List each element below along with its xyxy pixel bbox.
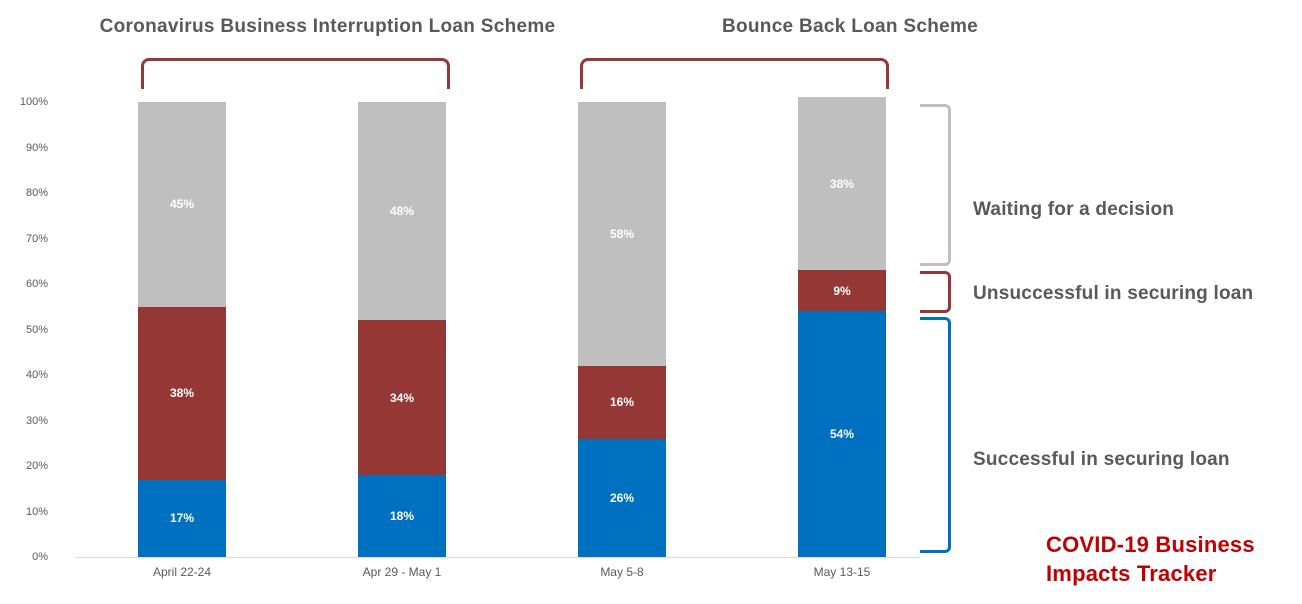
y-tick-label: 60% <box>25 278 48 290</box>
bbls-group-brace <box>580 58 889 89</box>
covid-tracker-caption: COVID-19 Business Impacts Tracker <box>1046 532 1255 586</box>
y-tick-label: 30% <box>25 414 48 427</box>
y-tick-label: 20% <box>25 460 48 472</box>
segment-successful: 17% <box>138 479 226 557</box>
segment-unsuccessful: 34% <box>358 320 446 476</box>
segment-value-label: 38% <box>829 176 855 191</box>
category-label: May 13-15 <box>813 565 871 579</box>
segment-unsuccessful: 9% <box>798 270 886 312</box>
y-tick-label: 100% <box>19 96 48 108</box>
category-label: May 5-8 <box>600 565 644 579</box>
successful-label: Successful in securing loan <box>973 449 1230 470</box>
y-tick-label: 0% <box>32 551 48 563</box>
y-tick-label: 40% <box>25 369 48 381</box>
segment-value-label: 17% <box>169 511 195 526</box>
segment-value-label: 58% <box>609 226 635 241</box>
segment-value-label: 54% <box>829 427 855 442</box>
segment-value-label: 48% <box>389 204 415 219</box>
segment-value-label: 26% <box>609 490 635 505</box>
waiting-bracket <box>920 104 951 266</box>
segment-waiting: 58% <box>578 102 666 366</box>
bar-may-5-8: 26% 16% 58% <box>578 102 666 557</box>
y-tick-label: 70% <box>25 232 48 245</box>
segment-waiting: 48% <box>358 102 446 321</box>
segment-value-label: 38% <box>169 386 195 401</box>
x-axis-line <box>75 557 920 558</box>
successful-bracket <box>920 317 951 553</box>
segment-value-label: 18% <box>389 509 415 524</box>
bar-may-13-15: 54% 9% 38% <box>798 97 886 557</box>
cbils-group-brace <box>141 58 450 89</box>
segment-value-label: 9% <box>833 283 851 298</box>
segment-value-label: 34% <box>389 390 415 405</box>
unsuccessful-bracket <box>920 271 951 313</box>
y-tick-label: 80% <box>25 187 48 199</box>
unsuccessful-label: Unsuccessful in securing loan <box>973 283 1254 304</box>
segment-unsuccessful: 38% <box>138 306 226 480</box>
segment-value-label: 45% <box>169 197 195 212</box>
bar-april-22-24: 17% 38% 45% <box>138 102 226 557</box>
segment-successful: 18% <box>358 475 446 557</box>
group-title-bbls: Bounce Back Loan Scheme <box>721 16 979 37</box>
category-label: Apr 29 - May 1 <box>362 565 442 579</box>
segment-value-label: 16% <box>609 395 635 410</box>
group-title-cbils: Coronavirus Business Interruption Loan S… <box>99 16 556 37</box>
segment-waiting: 45% <box>138 102 226 307</box>
y-tick-label: 10% <box>25 505 48 518</box>
segment-successful: 54% <box>798 311 886 557</box>
bar-apr-29-may-1: 18% 34% 48% <box>358 102 446 557</box>
segment-successful: 26% <box>578 438 666 557</box>
segment-unsuccessful: 16% <box>578 365 666 439</box>
y-tick-label: 90% <box>25 141 48 154</box>
y-tick-label: 50% <box>25 323 48 336</box>
waiting-label: Waiting for a decision <box>973 199 1175 220</box>
segment-waiting: 38% <box>798 97 886 271</box>
category-label: April 22-24 <box>152 565 212 579</box>
